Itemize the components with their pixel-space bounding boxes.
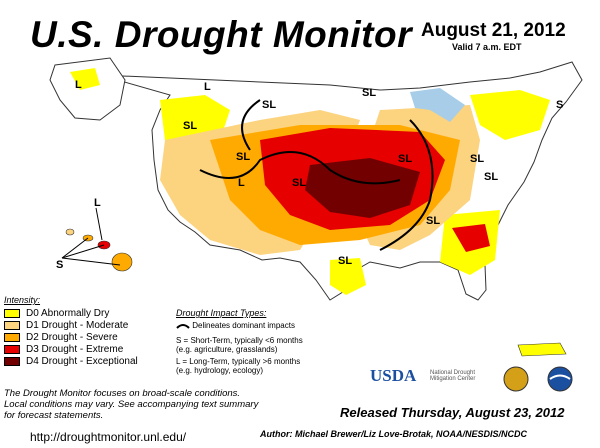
legend-label: D2 Drought - Severe [26, 332, 118, 343]
alaska-d0 [70, 68, 100, 90]
legend-item-d2: D2 Drought - Severe [4, 332, 118, 343]
legend-swatch [4, 333, 20, 342]
legend-label: D3 Drought - Extreme [26, 344, 124, 355]
alaska [49, 57, 126, 121]
map-label-s-2: S [56, 259, 63, 271]
impact-line-1 [199, 151, 401, 185]
map-label-l-4: L [238, 177, 245, 189]
legend-label: D0 Abnormally Dry [26, 308, 110, 319]
d0-northeast [470, 90, 550, 140]
map-label-sl-5: SL [292, 177, 306, 189]
noaa-seal-icon [547, 366, 573, 392]
map-label-sl-1: SL [262, 99, 276, 111]
map-label-sl-8: SL [484, 171, 498, 183]
map-label-sl-7: SL [470, 153, 484, 165]
impact-line-icon [176, 323, 190, 329]
legend-label: D1 Drought - Moderate [26, 320, 129, 331]
impact-line-legend: Delineates dominant impacts [176, 321, 295, 330]
ndmc-logo: National Drought Mitigation Center [430, 370, 476, 382]
commerce-seal-icon [503, 366, 529, 392]
legend-item-d4: D4 Drought - Exceptional [4, 356, 138, 367]
page-title: U.S. Drought Monitor [30, 14, 412, 55]
map-label-sl-2: SL [362, 87, 376, 99]
source-url[interactable]: http://droughtmonitor.unl.edu/ [30, 430, 187, 444]
impact-s1: S = Short-Term, typically <6 months [176, 336, 303, 345]
impact-l1: L = Long-Term, typically >6 months [176, 357, 301, 366]
impact-s2: (e.g. agriculture, grasslands) [176, 345, 278, 354]
map-label-sl-3: SL [183, 120, 197, 132]
map-label-sl-9: SL [338, 255, 352, 267]
legend-swatch [4, 309, 20, 318]
legend-swatch [4, 345, 20, 354]
impact-l2: (e.g. hydrology, ecology) [176, 366, 264, 375]
great-lakes [410, 88, 465, 122]
valid-time: Valid 7 a.m. EDT [452, 42, 522, 52]
legend-label: D4 Drought - Exceptional [26, 356, 138, 367]
note-line-1: The Drought Monitor focuses on broad-sca… [4, 388, 241, 399]
legend-item-d1: D1 Drought - Moderate [4, 320, 128, 331]
map-label-s-1: S [556, 99, 563, 111]
impact-line-2 [379, 119, 434, 251]
puerto-rico [517, 342, 567, 357]
legend-item-d3: D3 Drought - Extreme [4, 344, 123, 355]
d0-texas [330, 258, 366, 295]
release-date: Released Thursday, August 23, 2012 [340, 405, 565, 420]
note-line-2: Local conditions may vary. See accompany… [4, 399, 259, 410]
legend-item-d0: D0 Abnormally Dry [4, 308, 109, 319]
legend-title: Intensity: [4, 295, 41, 305]
d3-georgia [452, 224, 490, 252]
usda-logo: USDA [370, 366, 417, 385]
hawaii [61, 207, 133, 272]
map-label-l-2: L [204, 81, 211, 93]
map-label-l-1: L [75, 79, 82, 91]
map-label-sl-4: SL [236, 151, 250, 163]
note-line-3: for forecast statements. [4, 410, 104, 421]
map-label-sl-6: SL [398, 153, 412, 165]
impact-line-3 [241, 99, 261, 151]
map-label-l-3: L [94, 197, 101, 209]
map-label-sl-10: SL [426, 215, 440, 227]
agency-seals [503, 366, 573, 392]
legend-swatch [4, 357, 20, 366]
author-credit: Author: Michael Brewer/Liz Love-Brotak, … [260, 429, 528, 439]
impact-title: Drought Impact Types: [176, 308, 267, 318]
legend-swatch [4, 321, 20, 330]
map-date: August 21, 2012 [421, 20, 566, 41]
impact-line-label: Delineates dominant impacts [192, 321, 295, 330]
